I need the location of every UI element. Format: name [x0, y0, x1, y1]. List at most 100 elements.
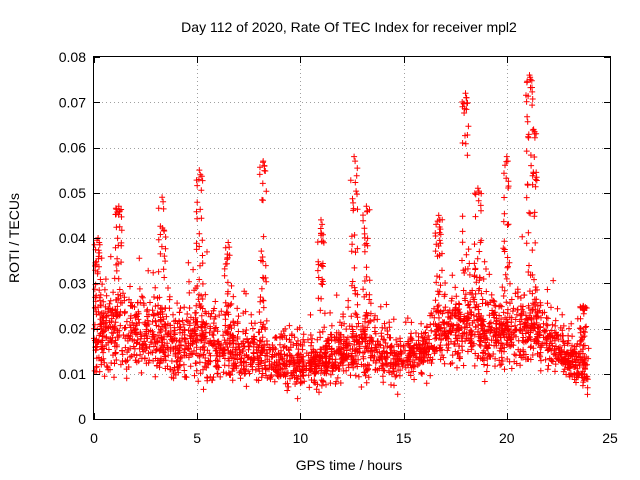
data-point: [493, 318, 500, 325]
data-point: [392, 352, 399, 359]
data-point: [472, 304, 479, 311]
data-point: [272, 334, 279, 340]
data-point: [155, 302, 162, 309]
data-point: [202, 329, 209, 336]
data-point: [199, 280, 206, 287]
data-point: [485, 323, 492, 330]
data-point: [155, 268, 162, 275]
data-point: [154, 362, 160, 369]
data-point: [504, 306, 511, 313]
data-point: [98, 310, 105, 317]
data-point: [162, 245, 169, 252]
data-point: [176, 324, 183, 331]
data-point: [544, 366, 551, 373]
data-point: [178, 342, 184, 348]
data-point: [481, 378, 488, 385]
data-point: [381, 320, 388, 327]
data-point: [352, 347, 359, 354]
data-point: [97, 276, 104, 283]
data-point: [524, 113, 531, 120]
data-point: [293, 378, 300, 385]
data-point: [521, 351, 528, 358]
data-point: [386, 334, 393, 341]
data-point: [404, 315, 411, 322]
data-point: [145, 321, 152, 328]
data-point: [258, 344, 265, 351]
data-point: [130, 343, 137, 350]
data-point: [171, 331, 178, 338]
data-point: [115, 260, 122, 267]
data-point: [143, 308, 150, 315]
data-point: [283, 358, 290, 365]
data-point: [554, 305, 561, 312]
data-point: [415, 337, 422, 344]
data-point: [393, 336, 400, 343]
data-point: [218, 345, 224, 352]
data-point: [394, 356, 401, 363]
data-point: [311, 356, 318, 363]
data-point: [138, 369, 145, 376]
data-point: [183, 317, 190, 324]
data-point: [349, 241, 356, 248]
data-point: [501, 246, 508, 253]
data-point: [354, 301, 361, 308]
data-point: [423, 324, 430, 331]
data-point: [113, 224, 120, 231]
data-point: [358, 334, 365, 341]
data-point: [333, 378, 340, 385]
data-point: [525, 93, 532, 100]
data-point: [123, 358, 130, 365]
data-point: [562, 359, 569, 366]
data-point: [305, 372, 312, 379]
data-point: [522, 330, 529, 337]
data-point: [498, 340, 505, 347]
data-point: [530, 320, 537, 327]
data-point: [199, 260, 206, 267]
data-point: [447, 315, 454, 322]
data-point: [299, 353, 305, 360]
data-point: [111, 360, 118, 367]
data-point: [539, 309, 546, 316]
data-point: [353, 188, 360, 195]
data-point: [465, 123, 472, 130]
data-point: [295, 337, 301, 344]
data-point: [529, 96, 536, 102]
data-point: [286, 336, 293, 343]
data-point: [576, 325, 583, 332]
data-point: [321, 350, 328, 356]
data-point: [464, 316, 471, 323]
data-point: [258, 248, 265, 255]
data-point: [354, 363, 361, 370]
data-point: [225, 288, 231, 295]
data-point: [531, 130, 538, 137]
data-point: [222, 244, 229, 251]
data-point: [446, 328, 453, 335]
data-point: [527, 210, 534, 217]
data-point: [119, 358, 126, 364]
data-point: [317, 225, 324, 232]
data-point: [249, 325, 256, 332]
data-point: [204, 377, 211, 384]
data-point: [100, 349, 107, 356]
data-point: [462, 291, 469, 298]
data-point: [410, 368, 417, 375]
data-point: [580, 302, 587, 309]
data-point: [373, 346, 380, 353]
data-point: [250, 333, 257, 340]
data-point: [251, 336, 258, 343]
data-point: [100, 298, 107, 305]
x-tick-label: 20: [499, 430, 515, 446]
data-point: [532, 312, 539, 319]
data-point: [281, 351, 288, 358]
data-point: [108, 329, 115, 336]
data-point: [297, 341, 304, 348]
data-point: [504, 158, 511, 165]
data-point: [517, 321, 524, 328]
data-point: [111, 374, 117, 381]
data-point: [544, 300, 551, 307]
data-point: [337, 380, 344, 386]
data-point: [182, 373, 189, 380]
data-point: [145, 267, 152, 274]
data-point: [555, 336, 562, 343]
data-point: [222, 299, 229, 306]
